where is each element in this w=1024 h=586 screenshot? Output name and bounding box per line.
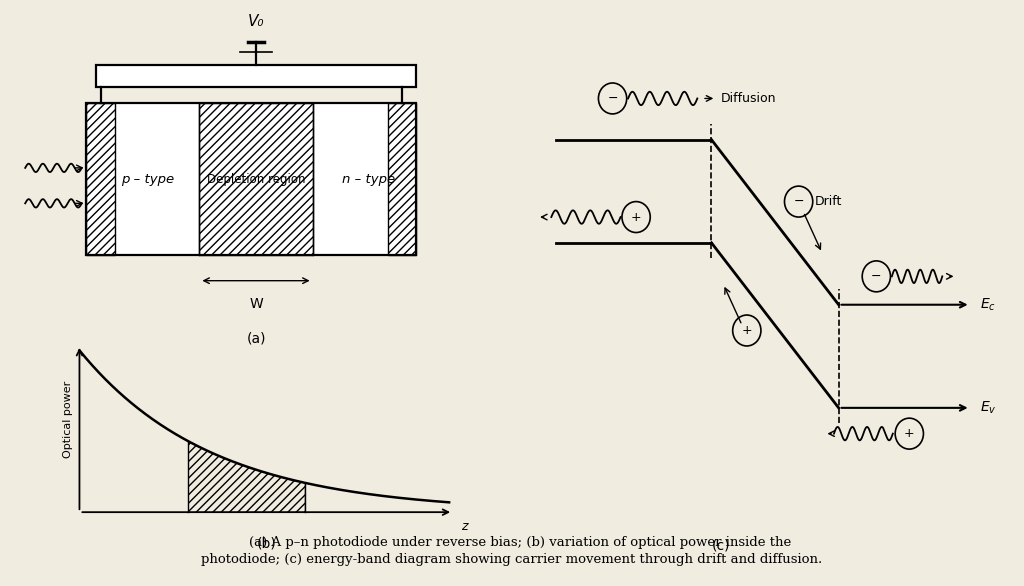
Text: V₀: V₀ — [248, 14, 264, 29]
Text: (a) A p–n photodiode under reverse bias; (b) variation of optical power inside t: (a) A p–n photodiode under reverse bias;… — [232, 536, 792, 548]
Text: p – type: p – type — [121, 173, 174, 186]
Text: Diffusion: Diffusion — [721, 92, 776, 105]
Text: n – type: n – type — [342, 173, 395, 186]
Bar — [96, 64, 416, 87]
Text: z: z — [462, 520, 468, 533]
Text: $E_v$: $E_v$ — [980, 400, 996, 416]
Text: +: + — [631, 210, 641, 223]
Text: photodiode; (c) energy-band diagram showing carrier movement through drift and d: photodiode; (c) energy-band diagram show… — [202, 553, 822, 566]
Text: −: − — [794, 195, 804, 208]
Text: (a): (a) — [246, 331, 266, 345]
Text: +: + — [741, 324, 752, 337]
Text: $E_c$: $E_c$ — [980, 297, 996, 313]
Text: Optical power: Optical power — [62, 380, 73, 458]
Text: −: − — [871, 270, 882, 283]
Bar — [200, 103, 312, 255]
Text: (b): (b) — [256, 537, 276, 551]
Text: +: + — [904, 427, 914, 440]
Bar — [86, 103, 115, 255]
Text: Drift: Drift — [815, 195, 843, 208]
Text: (c): (c) — [712, 539, 730, 552]
Bar — [86, 103, 416, 255]
Text: −: − — [607, 92, 617, 105]
Text: W: W — [249, 297, 263, 311]
Bar — [388, 103, 416, 255]
Text: Depletion region: Depletion region — [207, 173, 305, 186]
